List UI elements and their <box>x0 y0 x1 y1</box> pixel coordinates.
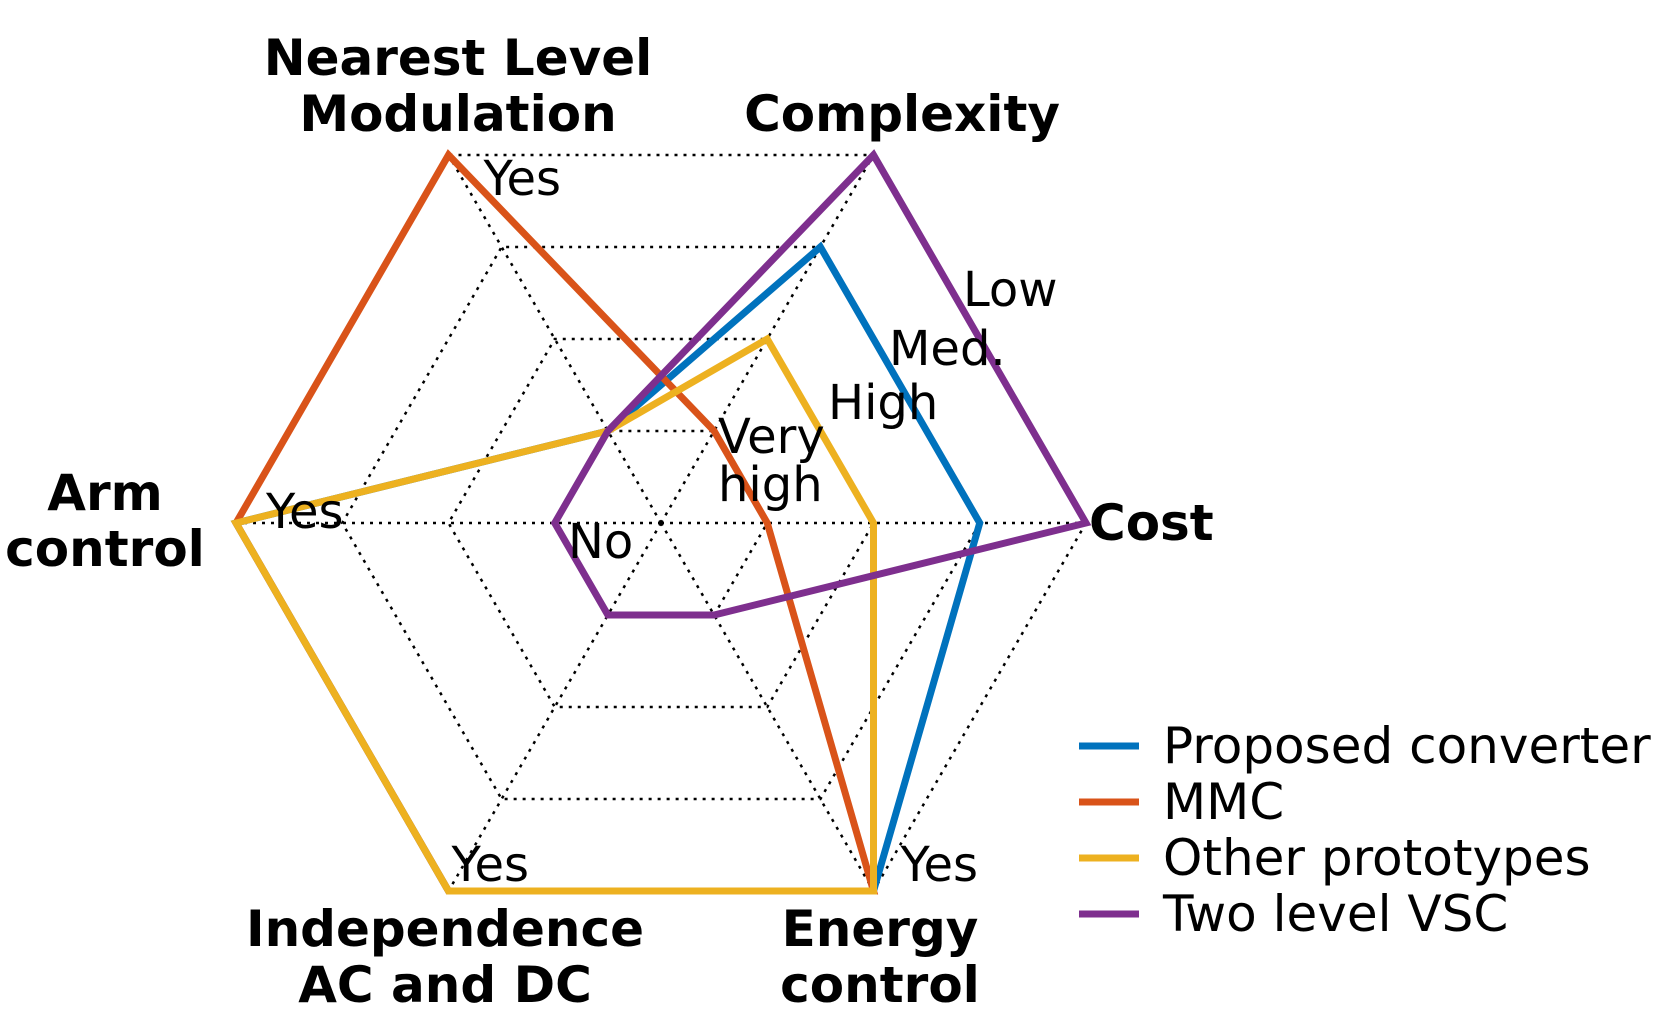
level-label-cost-3: Med. <box>889 321 1006 377</box>
series-two-level-vsc <box>550 149 1092 619</box>
level-label-cost-2: High <box>828 375 938 431</box>
axis-title-line: Nearest Level <box>264 29 653 87</box>
axis-title-line: control <box>780 956 980 1014</box>
level-label-energy-4: Yes <box>900 837 978 893</box>
axis-title-nlm: Nearest Level Modulation <box>264 29 653 143</box>
axis-title-arm: Arm control <box>5 464 205 578</box>
axis-title-energy: Energy control <box>780 900 980 1014</box>
grid-ring-2 <box>447 337 875 709</box>
level-label-line: Yes <box>900 837 978 893</box>
level-label-line: High <box>828 375 938 431</box>
level-label-line: Low <box>963 262 1058 318</box>
level-label-cost-1: Very high <box>718 409 825 513</box>
level-label-line: No <box>568 514 633 570</box>
axis-title-line: Cost <box>1089 494 1214 552</box>
level-label-line: high <box>718 457 823 513</box>
level-label-line: Yes <box>451 837 529 893</box>
grid <box>234 153 1088 893</box>
legend-label-two-level-vsc: Two level VSC <box>1162 885 1508 943</box>
axis-title-line: Complexity <box>744 85 1060 143</box>
level-label-indep-4: Yes <box>451 837 529 893</box>
axis-title-line: Modulation <box>299 85 616 143</box>
axis-title-line: Arm <box>47 464 162 522</box>
legend-label-proposed-converter: Proposed converter <box>1163 717 1651 775</box>
axis-title-line: AC and DC <box>298 956 592 1014</box>
axis-title-line: Energy <box>782 900 979 958</box>
axis-title-cost: Cost <box>1089 494 1214 552</box>
series-other-prototypes <box>230 334 877 895</box>
level-label-cost-4: Low <box>963 262 1058 318</box>
axis-title-indep: Independence AC and DC <box>246 900 644 1014</box>
legend-label-mmc: MMC <box>1163 773 1284 831</box>
legend-label-other-prototypes: Other prototypes <box>1163 829 1591 887</box>
axis-titles: Cost Complexity Nearest Level Modulation Arm… <box>5 29 1214 1014</box>
axis-title-complexity: Complexity <box>744 85 1060 143</box>
level-label-line: Med. <box>889 321 1006 377</box>
level-label-nlm-4: Yes <box>483 151 561 207</box>
level-label-line: Yes <box>483 151 561 207</box>
axis-title-line: Independence <box>246 900 644 958</box>
level-label-line: Very <box>718 409 825 465</box>
series-lines <box>230 149 1092 895</box>
level-label-arm-4: Yes <box>265 484 343 540</box>
level-label-line: Yes <box>265 484 343 540</box>
level-label-center-0: No <box>568 514 633 570</box>
grid-spoke-indep <box>447 522 663 892</box>
grid-ring-3 <box>340 245 982 801</box>
axis-title-line: control <box>5 520 205 578</box>
